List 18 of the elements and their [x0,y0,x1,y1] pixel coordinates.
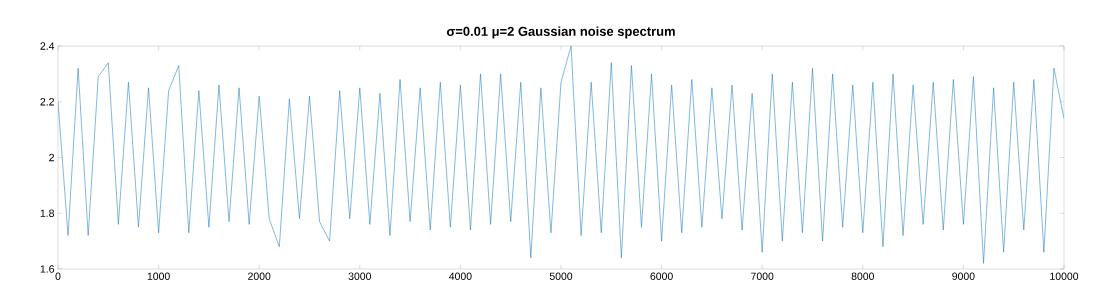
x-tick-label: 2000 [248,272,271,280]
chart-title: σ=0.01 μ=2 Gaussian noise spectrum [446,26,675,39]
line-series [58,46,1065,264]
y-tick-label: 2.4 [40,42,55,50]
x-tick-label: 6000 [650,272,673,280]
x-tick-label: 9000 [952,272,975,280]
x-tick-label: 0 [55,272,61,280]
x-tick-label: 1000 [147,272,170,280]
y-tick-label: 1.6 [40,265,55,273]
x-tick-label: 10000 [1050,272,1079,280]
y-tick-label: 2.2 [40,98,54,106]
x-tick-label: 5000 [549,272,573,280]
y-tick-label: 2 [49,153,54,162]
x-tick-label: 8000 [851,272,875,280]
x-tick-label: 7000 [751,272,774,280]
x-tick-label: 4000 [449,272,472,280]
x-tick-label: 3000 [348,272,372,280]
y-tick-label: 1.8 [40,209,55,217]
